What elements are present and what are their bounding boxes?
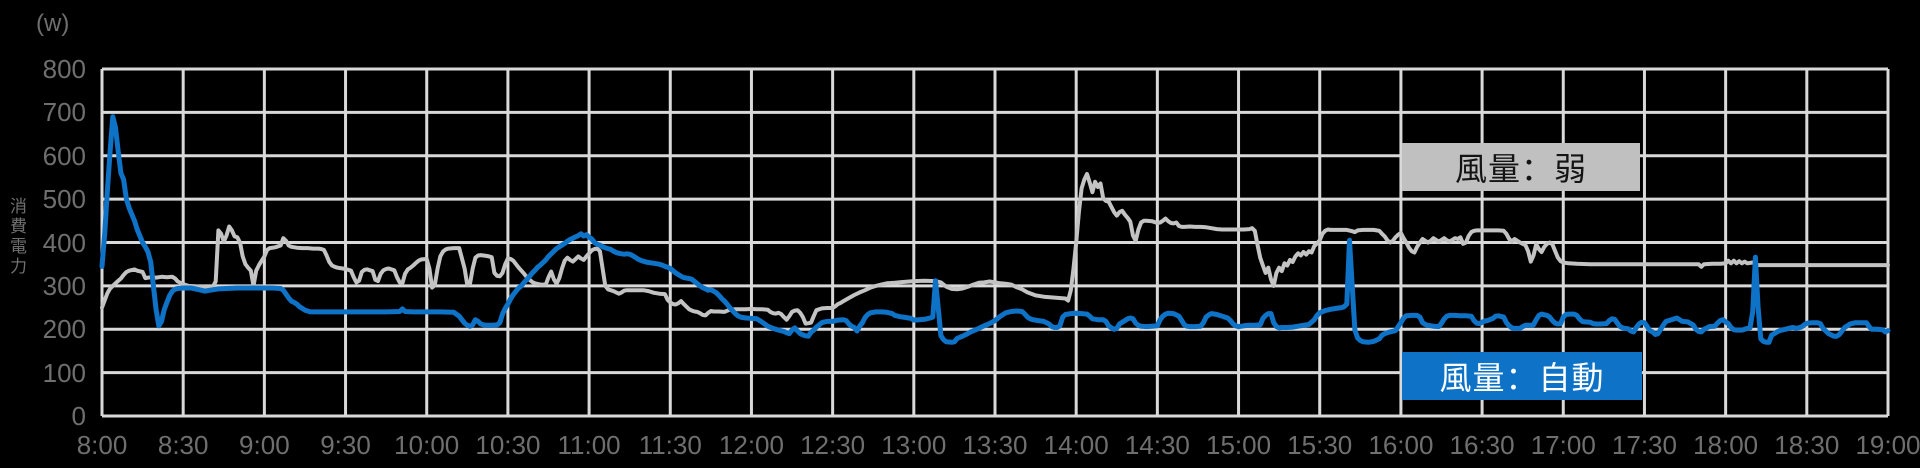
x-tick-label: 11:30 (638, 430, 702, 460)
y-tick-label: 600 (42, 140, 86, 171)
y-tick-label: 100 (42, 357, 86, 388)
x-tick-label: 16:00 (1368, 430, 1434, 460)
y-axis-title: 消費電力 (7, 197, 26, 277)
x-tick-label: 10:30 (475, 430, 541, 460)
x-tick-label: 14:30 (1124, 430, 1190, 460)
y-tick-label: 300 (42, 270, 86, 301)
x-tick-label: 10:00 (394, 430, 460, 460)
y-tick-label: 400 (42, 227, 86, 258)
x-tick-label: 17:30 (1611, 430, 1677, 460)
x-tick-label: 19:00 (1855, 430, 1920, 460)
x-tick-label: 18:30 (1774, 430, 1840, 460)
y-tick-label: 0 (71, 401, 86, 431)
y-tick-label: 700 (42, 97, 86, 128)
y-axis-unit-label: (w) (36, 10, 70, 37)
series-auto-line (99, 114, 1891, 345)
x-tick-label: 15:00 (1205, 430, 1272, 460)
legend-weak-fan-label: 風量：弱 (1402, 143, 1640, 191)
x-tick-label: 16:30 (1449, 430, 1515, 460)
y-tick-label: 200 (42, 314, 86, 345)
legend-auto-fan-label: 風量：自動 (1402, 352, 1642, 400)
y-tick-label: 500 (42, 184, 86, 215)
x-tick-label: 15:30 (1287, 430, 1353, 460)
x-tick-label: 14:00 (1043, 430, 1109, 460)
x-tick-label: 13:30 (962, 430, 1028, 460)
x-tick-label: 12:30 (800, 430, 866, 460)
x-tick-label: 8:00 (76, 430, 128, 460)
x-tick-label: 8:30 (157, 430, 209, 460)
series-weak-line (100, 172, 1890, 326)
x-tick-label: 9:00 (239, 430, 290, 460)
x-tick-label: 13:00 (881, 430, 947, 460)
x-tick-label: 18:00 (1693, 430, 1759, 460)
x-tick-label: 9:30 (320, 430, 371, 460)
x-tick-label: 17:00 (1530, 430, 1596, 460)
x-tick-label: 12:00 (718, 430, 784, 460)
y-tick-label: 800 (42, 54, 86, 84)
x-tick-label: 11:00 (557, 430, 621, 460)
